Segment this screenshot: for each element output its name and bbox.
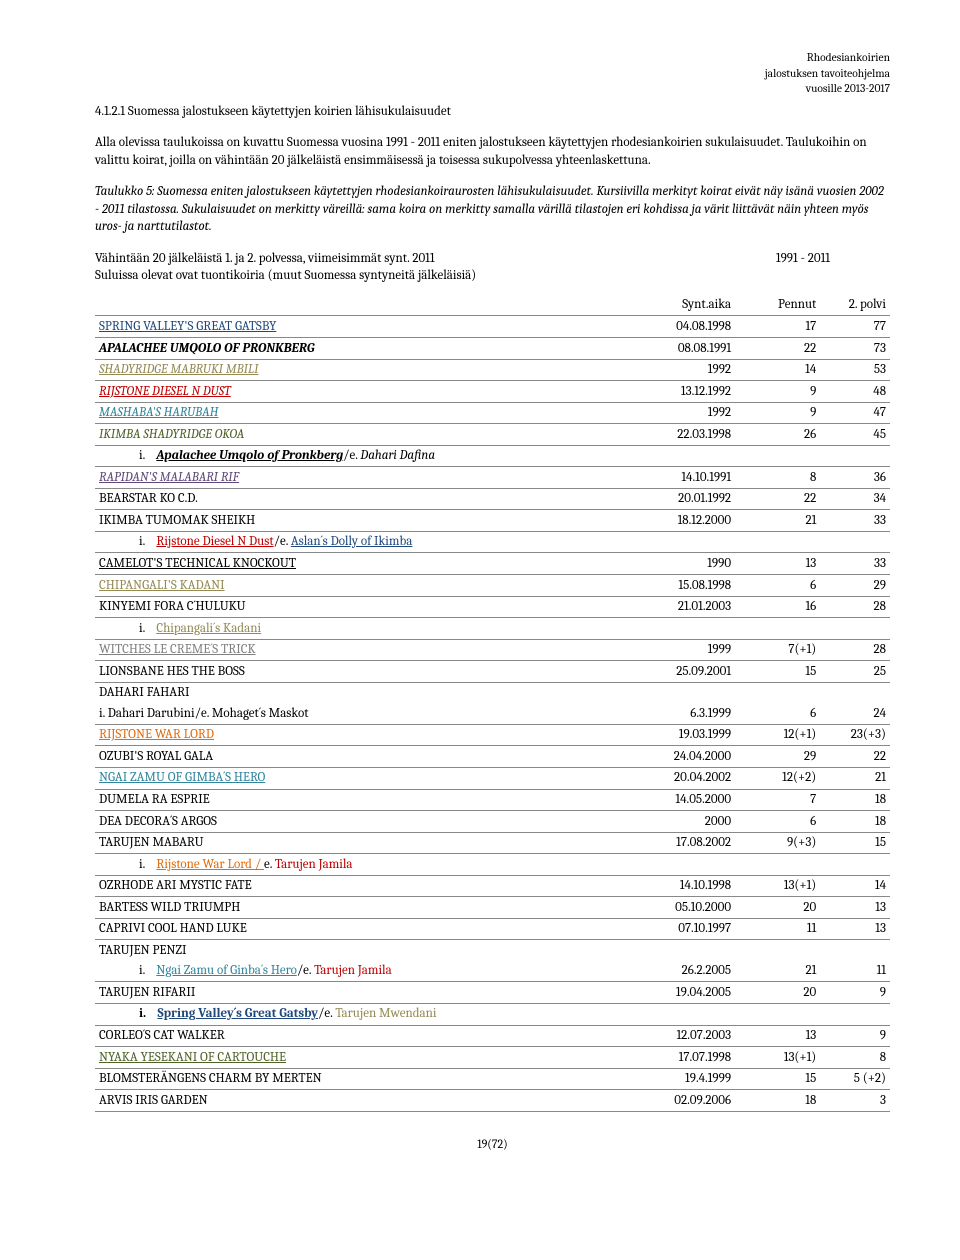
table-row: CORLEO´S CAT WALKER12.07.2003139 bbox=[95, 1025, 890, 1047]
sub-row-cell: i. Apalachee Umqolo of Pronkberg/e. Daha… bbox=[95, 445, 627, 467]
page-footer: 19(72) bbox=[95, 1136, 890, 1152]
section-number: 4.1.2.1 Suomessa jalostukseen käytettyje… bbox=[95, 103, 890, 121]
dog-name: TARUJEN PENZI bbox=[95, 940, 627, 961]
table-row: IKIMBA SHADYRIDGE OKOA22.03.19982645 bbox=[95, 424, 890, 446]
dog-name: BARTESS WILD TRIUMPH bbox=[95, 897, 627, 919]
header-line-2: jalostuksen tavoiteohjelma bbox=[95, 66, 890, 82]
sub-row-cell: i. Ngai Zamu of Ginba´s Hero/e. Tarujen … bbox=[95, 961, 627, 982]
table-row: TARUJEN MABARU17.08.20029(+3)15 bbox=[95, 832, 890, 854]
dog-name: IKIMBA SHADYRIDGE OKOA bbox=[95, 424, 627, 446]
dog-name: CAPRIVI COOL HAND LUKE bbox=[95, 918, 627, 940]
header-line-1: Rhodesiankoirien bbox=[95, 50, 890, 66]
table-row: OZRHODE ARI MYSTIC FATE14.10.199813(+1)1… bbox=[95, 875, 890, 897]
table-row: LIONSBANE HES THE BOSS25.09.20011525 bbox=[95, 661, 890, 683]
col-pups: Pennut bbox=[749, 295, 820, 316]
dog-name: ARVIS IRIS GARDEN bbox=[95, 1090, 627, 1112]
table-row: MASHABA'S HARUBAH1992947 bbox=[95, 402, 890, 424]
table-row: i. Apalachee Umqolo of Pronkberg/e. Daha… bbox=[95, 445, 890, 467]
table-row: i. Rijstone War Lord / e. Tarujen Jamila bbox=[95, 854, 890, 876]
table-row: ARVIS IRIS GARDEN02.09.2006183 bbox=[95, 1090, 890, 1112]
table-row: i. Rijstone Diesel N Dust/e. Aslan´s Dol… bbox=[95, 531, 890, 553]
sub-row-cell: i. Rijstone Diesel N Dust/e. Aslan´s Dol… bbox=[95, 531, 627, 553]
dog-name: TARUJEN MABARU bbox=[95, 832, 627, 854]
dog-name: TARUJEN RIFARII bbox=[95, 982, 627, 1004]
table-row: BARTESS WILD TRIUMPH05.10.20002013 bbox=[95, 897, 890, 919]
table-row: CAMELOT'S TECHNICAL KNOCKOUT19901333 bbox=[95, 553, 890, 575]
table-row: SHADYRIDGE MABRUKI MBILI19921453 bbox=[95, 359, 890, 381]
sub-row-cell: i. Rijstone War Lord / e. Tarujen Jamila bbox=[95, 854, 627, 876]
col-gen2: 2. polvi bbox=[820, 295, 890, 316]
table-row: DEA DECORA´S ARGOS2000618 bbox=[95, 811, 890, 833]
dog-name: DAHARI FAHARI bbox=[95, 682, 627, 703]
parenthesis-note: Suluissa olevat ovat tuontikoiria (muut … bbox=[95, 267, 890, 285]
dog-name: LIONSBANE HES THE BOSS bbox=[95, 661, 627, 683]
sub-row-cell: i. Dahari Darubini/e. Mohaget´s Maskot bbox=[95, 703, 627, 724]
table-row: DAHARI FAHARI bbox=[95, 682, 890, 703]
dog-name: SHADYRIDGE MABRUKI MBILI bbox=[95, 359, 627, 381]
filter-note-left: Vähintään 20 jälkeläistä 1. ja 2. polves… bbox=[95, 250, 435, 268]
table-row: CAPRIVI COOL HAND LUKE07.10.19971113 bbox=[95, 918, 890, 940]
dog-name: RIJSTONE WAR LORD bbox=[95, 724, 627, 746]
table-row: IKIMBA TUMOMAK SHEIKH18.12.20002133 bbox=[95, 510, 890, 532]
table-caption: Taulukko 5: Suomessa eniten jalostukseen… bbox=[95, 183, 890, 236]
table-row: NGAI ZAMU OF GIMBA´S HERO20.04.200212(+2… bbox=[95, 767, 890, 789]
dog-name: OZUBI'S ROYAL GALA bbox=[95, 746, 627, 768]
dog-name: DUMELA RA ESPRIE bbox=[95, 789, 627, 811]
filter-note-right: 1991 - 2011 bbox=[776, 250, 890, 268]
dog-name: SPRING VALLEY'S GREAT GATSBY bbox=[95, 316, 627, 338]
dog-name: BLOMSTERÄNGENS CHARM BY MERTEN bbox=[95, 1068, 627, 1090]
dog-name: CHIPANGALI'S KADANI bbox=[95, 575, 627, 597]
col-blank bbox=[95, 295, 627, 316]
table-row: SPRING VALLEY'S GREAT GATSBY04.08.199817… bbox=[95, 316, 890, 338]
table-row: NYAKA YESEKANI OF CARTOUCHE17.07.199813(… bbox=[95, 1047, 890, 1069]
dog-name: RAPIDAN'S MALABARI RIF bbox=[95, 467, 627, 489]
table-row: OZUBI'S ROYAL GALA24.04.20002922 bbox=[95, 746, 890, 768]
header-line-3: vuosille 2013-2017 bbox=[95, 81, 890, 97]
table-row: DUMELA RA ESPRIE14.05.2000718 bbox=[95, 789, 890, 811]
dog-name: KINYEMI FORA C´HULUKU bbox=[95, 596, 627, 618]
dog-name: OZRHODE ARI MYSTIC FATE bbox=[95, 875, 627, 897]
table-row: TARUJEN RIFARII19.04.2005209 bbox=[95, 982, 890, 1004]
table-row: RAPIDAN'S MALABARI RIF14.10.1991836 bbox=[95, 467, 890, 489]
dog-name: RIJSTONE DIESEL N DUST bbox=[95, 381, 627, 403]
dog-name: WITCHES LE CREME´S TRICK bbox=[95, 639, 627, 661]
table-row: KINYEMI FORA C´HULUKU21.01.20031628 bbox=[95, 596, 890, 618]
table-row: RIJSTONE DIESEL N DUST13.12.1992948 bbox=[95, 381, 890, 403]
dog-name: NGAI ZAMU OF GIMBA´S HERO bbox=[95, 767, 627, 789]
table-row: i. Ngai Zamu of Ginba´s Hero/e. Tarujen … bbox=[95, 961, 890, 982]
table-row: BEARSTAR KO C.D.20.01.19922234 bbox=[95, 488, 890, 510]
sub-row-cell: i. Spring Valley´s Great Gatsby/e. Taruj… bbox=[95, 1003, 627, 1025]
dog-name: APALACHEE UMQOLO OF PRONKBERG bbox=[95, 338, 627, 360]
dog-name: IKIMBA TUMOMAK SHEIKH bbox=[95, 510, 627, 532]
table-row: RIJSTONE WAR LORD19.03.199912(+1)23(+3) bbox=[95, 724, 890, 746]
dog-name: CORLEO´S CAT WALKER bbox=[95, 1025, 627, 1047]
table-row: i. Chipangali´s Kadani bbox=[95, 618, 890, 640]
intro-paragraph: Alla olevissa taulukoissa on kuvattu Suo… bbox=[95, 134, 890, 169]
breeding-dogs-table: Synt.aika Pennut 2. polvi SPRING VALLEY'… bbox=[95, 295, 890, 1112]
table-row: WITCHES LE CREME´S TRICK19997(+1)28 bbox=[95, 639, 890, 661]
table-row: BLOMSTERÄNGENS CHARM BY MERTEN19.4.19991… bbox=[95, 1068, 890, 1090]
sub-row-cell: i. Chipangali´s Kadani bbox=[95, 618, 627, 640]
table-row: APALACHEE UMQOLO OF PRONKBERG08.08.19912… bbox=[95, 338, 890, 360]
dog-name: MASHABA'S HARUBAH bbox=[95, 402, 627, 424]
dog-name: DEA DECORA´S ARGOS bbox=[95, 811, 627, 833]
dog-name: BEARSTAR KO C.D. bbox=[95, 488, 627, 510]
table-row: TARUJEN PENZI bbox=[95, 940, 890, 961]
col-birthdate: Synt.aika bbox=[627, 295, 749, 316]
dog-name: CAMELOT'S TECHNICAL KNOCKOUT bbox=[95, 553, 627, 575]
dog-name: NYAKA YESEKANI OF CARTOUCHE bbox=[95, 1047, 627, 1069]
table-row: CHIPANGALI'S KADANI15.08.1998629 bbox=[95, 575, 890, 597]
table-row: i. Spring Valley´s Great Gatsby/e. Taruj… bbox=[95, 1003, 890, 1025]
table-row: i. Dahari Darubini/e. Mohaget´s Maskot6.… bbox=[95, 703, 890, 724]
